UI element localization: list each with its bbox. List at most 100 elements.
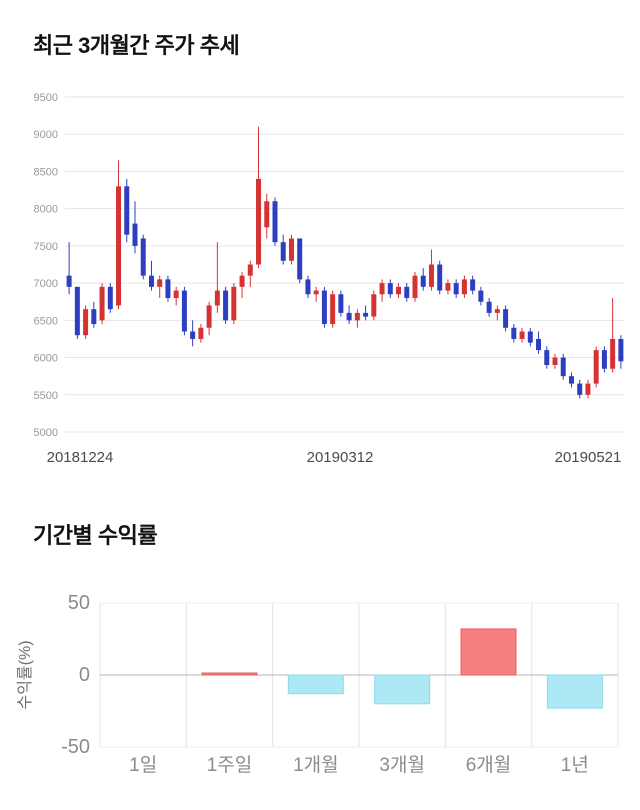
- candle-down: [223, 290, 229, 321]
- y-tick-label: 9500: [34, 92, 58, 104]
- candle-up: [396, 286, 402, 295]
- x-category-label: 6개월: [466, 754, 512, 776]
- candle-down: [66, 275, 72, 287]
- candle-up: [379, 283, 385, 295]
- bar-negative: [287, 674, 344, 695]
- candle-down: [272, 201, 278, 243]
- candle-down: [305, 279, 311, 295]
- candle-up: [99, 286, 105, 321]
- candle-up: [83, 309, 89, 336]
- candle-down: [346, 312, 352, 321]
- y-tick-label: 0: [79, 664, 90, 686]
- candle-up: [313, 290, 319, 295]
- y-tick-label: -50: [61, 736, 90, 758]
- period-returns-title: 기간별 수익률: [33, 523, 158, 548]
- bar-negative: [374, 674, 431, 705]
- candle-down: [420, 275, 426, 287]
- candle-down: [190, 331, 196, 339]
- candle-up: [173, 290, 179, 298]
- candle-down: [511, 327, 517, 339]
- candle-down: [536, 338, 542, 351]
- candle-down: [486, 301, 492, 313]
- candle-down: [165, 279, 171, 298]
- candle-down: [544, 350, 550, 365]
- x-tick-label: 20190521: [555, 449, 622, 466]
- x-category-label: 1개월: [293, 754, 339, 776]
- candle-up: [585, 383, 591, 395]
- candle-up: [445, 283, 451, 291]
- candle-up: [231, 286, 237, 321]
- candle-up: [214, 290, 220, 306]
- bar-negative: [546, 674, 603, 709]
- candle-up: [428, 264, 434, 287]
- candle-up: [116, 186, 122, 306]
- price-candlestick-chart: 9500 9000 8500 8000 7500 7000 6500 6000 5500 5000…: [34, 92, 625, 466]
- candle-down: [140, 238, 146, 276]
- candle-up: [593, 350, 599, 384]
- candle-down: [91, 309, 97, 325]
- candle-down: [132, 223, 138, 246]
- candle-up: [354, 312, 360, 321]
- candle-up: [461, 279, 467, 295]
- bar-positive: [460, 628, 517, 676]
- candle-up: [371, 294, 377, 317]
- candle-down: [107, 286, 113, 310]
- candle-down: [568, 376, 574, 384]
- y-tick-label: 5000: [34, 427, 58, 439]
- y-tick-label: 5500: [34, 390, 58, 402]
- candle-down: [181, 290, 187, 332]
- candle-down: [577, 383, 583, 395]
- candle-down: [124, 186, 130, 235]
- candle-down: [321, 290, 327, 325]
- candle-down: [74, 286, 80, 336]
- candle-up: [494, 309, 500, 313]
- x-category-label: 3개월: [379, 754, 425, 776]
- y-tick-label: 7500: [34, 241, 58, 253]
- candle-down: [618, 338, 624, 362]
- candle-down: [387, 283, 393, 295]
- candle-down: [470, 279, 476, 291]
- candle-up: [198, 327, 204, 339]
- candle-down: [560, 357, 566, 377]
- candle-down: [297, 238, 303, 280]
- candle-down: [527, 331, 533, 343]
- candle-up: [157, 279, 163, 287]
- x-category-label: 1년: [561, 754, 589, 776]
- y-tick-label: 6000: [34, 353, 58, 365]
- candle-down: [503, 309, 509, 328]
- candle-up: [552, 357, 558, 365]
- y-tick-label: 6500: [34, 315, 58, 327]
- candle-up: [412, 275, 418, 298]
- candle-up: [264, 201, 270, 228]
- x-tick-label: 20181224: [47, 449, 114, 466]
- price-trend-title: 최근 3개월간 주가 추세: [33, 33, 240, 58]
- x-tick-label: 20190312: [307, 449, 374, 466]
- candle-down: [453, 283, 459, 295]
- candle-up: [256, 178, 262, 265]
- candle-up: [206, 305, 212, 328]
- candle-up: [247, 264, 253, 276]
- y-tick-label: 9000: [34, 129, 58, 141]
- candle-up: [239, 275, 245, 287]
- candle-down: [478, 290, 484, 302]
- y-tick-label: 8000: [34, 204, 58, 216]
- y-tick-label: 7000: [34, 278, 58, 290]
- x-category-label: 1일: [129, 754, 157, 776]
- candle-down: [280, 242, 286, 261]
- y-tick-label: 8500: [34, 166, 58, 178]
- y-tick-label: 50: [68, 592, 90, 614]
- candle-up: [330, 294, 336, 325]
- candle-down: [148, 275, 154, 287]
- x-category-label: 1주일: [207, 754, 253, 776]
- returns-bar-chart: 50 0 -50 수익률(%) 1일 1주일 1개월 3개월 6개월 1년: [16, 592, 619, 776]
- candle-down: [601, 350, 607, 369]
- bar-positive: [201, 672, 258, 676]
- candle-down: [437, 264, 443, 291]
- candle-down: [363, 312, 369, 317]
- candle-down: [404, 286, 410, 298]
- candle-up: [288, 238, 294, 261]
- candle-up: [610, 338, 616, 369]
- y-axis-title: 수익률(%): [16, 640, 34, 709]
- candle-up: [519, 331, 525, 339]
